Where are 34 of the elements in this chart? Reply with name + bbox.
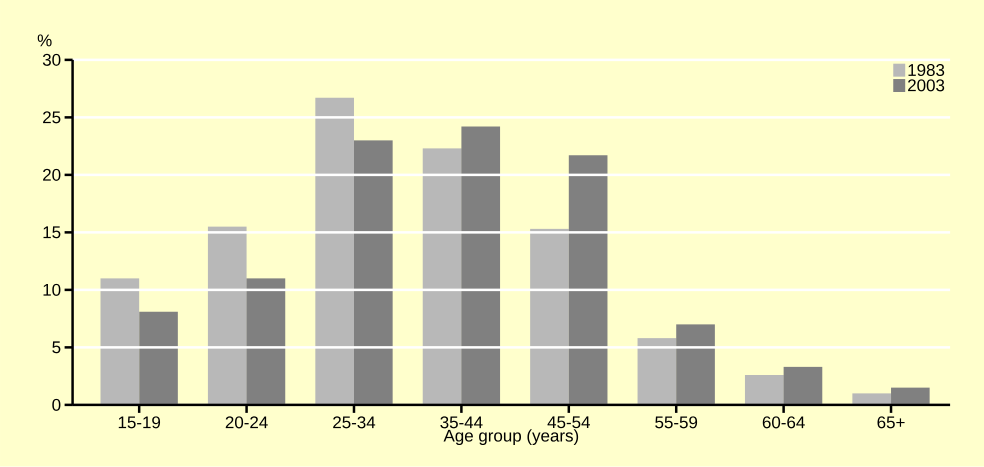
bar (638, 338, 676, 406)
y-tick-label: 15 (44, 226, 60, 238)
bar (246, 278, 286, 406)
y-tick-label: 10 (44, 284, 60, 296)
bar (208, 226, 247, 406)
bar (461, 126, 500, 406)
x-axis-title: Age group (years) (444, 429, 578, 446)
y-tick-label: 30 (42, 54, 60, 66)
bar (744, 375, 784, 406)
bar (422, 148, 462, 406)
x-tick-label: 25-34 (333, 416, 376, 429)
bar (354, 140, 393, 406)
y-tick-label: 5 (52, 342, 60, 354)
x-tick-label: 15-19 (118, 416, 160, 429)
x-tick-label: 20-24 (226, 416, 268, 429)
bar (568, 155, 608, 406)
bar (315, 98, 354, 406)
y-tick-label: 20 (43, 168, 60, 181)
legend-label: 2003 (908, 79, 944, 92)
bar (891, 388, 930, 406)
bar (784, 367, 822, 406)
x-tick-label: 35-44 (440, 416, 483, 429)
y-tick-label: 0 (52, 399, 60, 412)
legend-label: 1983 (908, 64, 944, 76)
y-axis-title: % (38, 34, 52, 46)
bar (139, 312, 178, 406)
x-tick-label: 65+ (878, 416, 905, 429)
bar (530, 229, 569, 406)
bar (100, 278, 140, 406)
x-tick-label: 45-54 (548, 416, 590, 428)
bar (676, 324, 715, 406)
x-tick-label: 60-64 (762, 416, 805, 429)
y-tick-label: 25 (43, 111, 60, 124)
x-tick-label: 55-59 (655, 416, 698, 429)
